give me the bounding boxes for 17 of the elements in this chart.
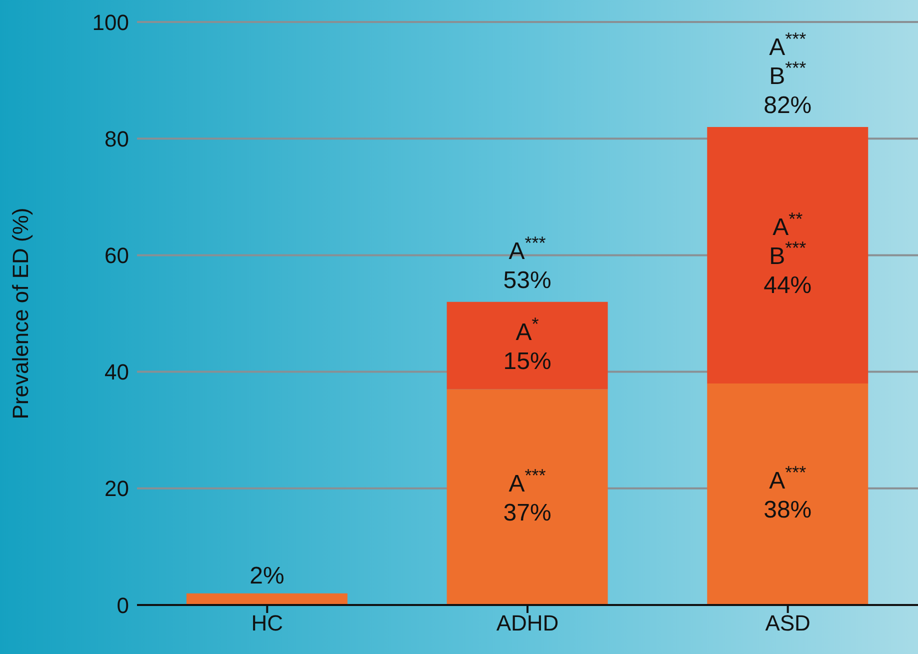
y-tick-label: 20	[104, 476, 129, 502]
total-label: A$^{***}$ B$^{***}$ 82%	[764, 28, 812, 119]
y-axis-title: Prevalence of ED (%)	[8, 208, 33, 420]
data-label: A$^{***}$ 37%	[503, 465, 552, 526]
data-label: A$^{*}$ 15%	[503, 314, 552, 375]
data-label: A$^{**}$ B$^{***}$ 44%	[764, 208, 812, 299]
y-tick-label: 80	[104, 126, 129, 152]
data-label: 2%	[250, 562, 284, 590]
y-tick-label: 0	[116, 592, 129, 618]
x-tick-label: ADHD	[496, 610, 559, 636]
y-tick-label: 60	[104, 243, 129, 268]
total-label: A$^{***}$ 53%	[503, 232, 552, 294]
y-tick-label: 100	[92, 10, 129, 35]
y-tick-label: 40	[104, 360, 129, 385]
data-label: A$^{***}$ 38%	[764, 462, 812, 524]
x-tick-label: HC	[251, 610, 284, 636]
x-tick-label: ASD	[765, 610, 810, 636]
